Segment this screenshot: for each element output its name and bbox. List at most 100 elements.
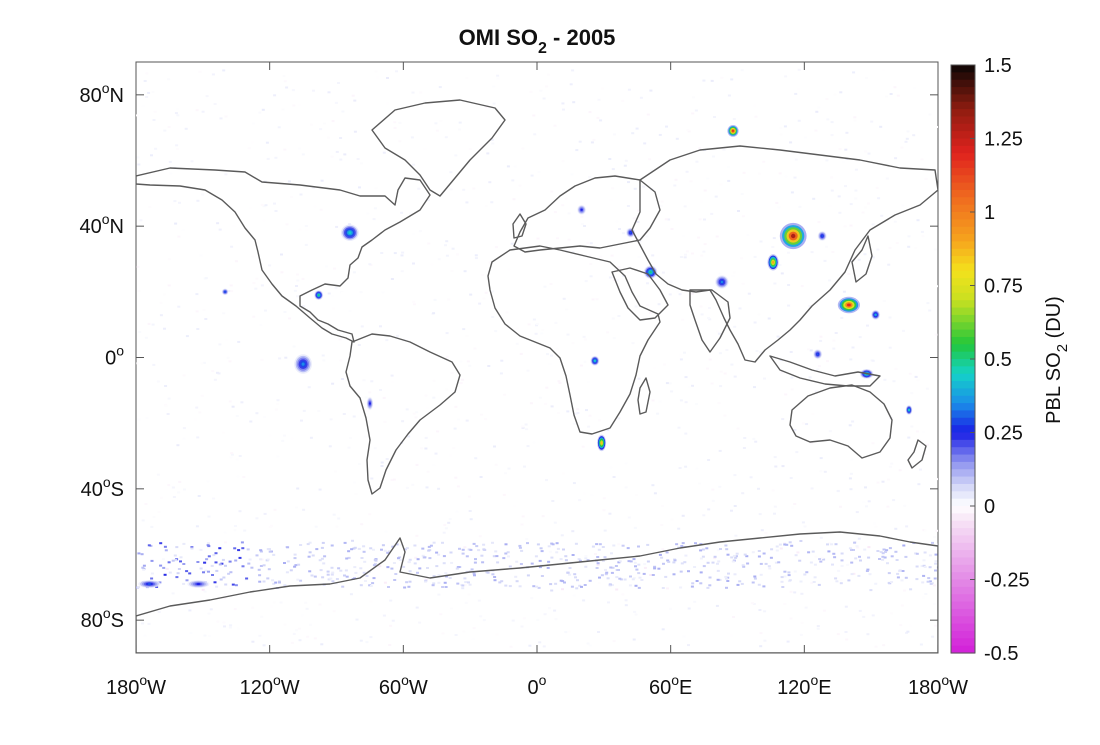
noise-pixel [865, 614, 868, 617]
noise-pixel [319, 569, 323, 572]
noise-pixel [373, 447, 377, 450]
noise-pixel [297, 563, 301, 566]
noise-pixel [462, 188, 466, 191]
noise-pixel [753, 575, 757, 578]
noise-pixel [688, 386, 692, 388]
noise-pixel [344, 569, 348, 572]
noise-pixel [252, 315, 256, 318]
noise-pixel [174, 112, 178, 115]
noise-pixel [583, 338, 587, 341]
noise-pixel [555, 347, 559, 350]
noise-pixel [335, 578, 339, 580]
noise-pixel [889, 93, 893, 95]
noise-pixel [719, 548, 722, 550]
noise-pixel [145, 417, 149, 419]
noise-pixel [716, 330, 720, 333]
noise-pixel [289, 569, 293, 572]
noise-pixel [751, 581, 755, 584]
noise-pixel [726, 166, 730, 169]
noise-pixel [461, 587, 465, 590]
noise-pixel [849, 259, 853, 262]
noise-pixel [171, 559, 175, 562]
noise-pixel [141, 622, 145, 625]
noise-pixel [474, 558, 477, 561]
noise-pixel [732, 616, 735, 618]
noise-pixel [706, 561, 710, 564]
noise-pixel [896, 576, 900, 579]
noise-pixel [888, 246, 892, 249]
noise-pixel [465, 640, 469, 642]
so2-hotspot [590, 355, 600, 366]
noise-pixel [819, 410, 823, 413]
noise-pixel [390, 567, 394, 570]
noise-pixel [685, 170, 689, 173]
noise-pixel [173, 554, 177, 557]
colorbar-segment [951, 138, 975, 147]
noise-pixel [351, 539, 354, 542]
noise-pixel [390, 478, 394, 481]
noise-pixel [902, 329, 905, 332]
noise-pixel [274, 581, 278, 584]
noise-pixel [138, 331, 142, 333]
hotspot-level [147, 583, 152, 585]
noise-pixel [609, 199, 613, 201]
noise-pixel [338, 338, 342, 341]
noise-pixel [816, 625, 820, 628]
noise-pixel [849, 472, 853, 475]
north-america-outline [136, 167, 431, 343]
noise-pixel [928, 309, 932, 312]
noise-pixel [683, 256, 687, 259]
noise-pixel [818, 558, 822, 561]
noise-pixel [228, 400, 232, 403]
noise-pixel [609, 466, 613, 469]
noise-pixel [233, 529, 237, 532]
noise-pixel [577, 558, 581, 561]
noise-pixel [414, 556, 418, 559]
noise-pixel [321, 576, 325, 579]
noise-pixel [266, 157, 270, 160]
noise-pixel [313, 205, 317, 208]
noise-pixel [337, 82, 340, 84]
noise-pixel [546, 353, 549, 356]
noise-pixel [791, 506, 794, 509]
noise-pixel [411, 91, 415, 94]
noise-pixel [632, 638, 636, 641]
noise-pixel [337, 307, 341, 310]
so2-hotspot [779, 222, 807, 250]
noise-pixel [449, 551, 453, 554]
colorbar-segment [951, 630, 975, 639]
noise-pixel [515, 327, 519, 330]
noise-pixel [747, 292, 751, 295]
noise-pixel [661, 628, 665, 631]
so2-hotspot [597, 434, 607, 452]
noise-pixel [451, 247, 455, 250]
noise-pixel [495, 555, 499, 558]
noise-pixel [228, 560, 232, 563]
noise-pixel [578, 584, 582, 587]
noise-pixel [651, 574, 655, 576]
noise-pixel [669, 280, 673, 283]
colorbar-segment [951, 307, 975, 316]
noise-pixel [608, 512, 612, 515]
noise-pixel [167, 78, 171, 81]
noise-pixel [447, 521, 451, 524]
noise-pixel [456, 485, 460, 488]
noise-pixel [684, 554, 688, 557]
noise-pixel [823, 470, 827, 473]
noise-pixel [175, 144, 179, 147]
noise-pixel [230, 290, 234, 293]
noise-pixel [173, 200, 177, 203]
noise-pixel [355, 618, 359, 621]
noise-pixel [296, 279, 300, 282]
noise-pixel [759, 240, 763, 243]
noise-pixel [201, 193, 205, 196]
noise-pixel [683, 205, 687, 208]
noise-pixel [849, 358, 853, 361]
noise-pixel [415, 463, 419, 466]
noise-pixel [894, 527, 898, 530]
noise-pixel [928, 554, 932, 557]
noise-pixel [164, 549, 168, 552]
noise-pixel [401, 251, 405, 254]
noise-pixel [718, 578, 722, 581]
noise-pixel [392, 562, 396, 564]
